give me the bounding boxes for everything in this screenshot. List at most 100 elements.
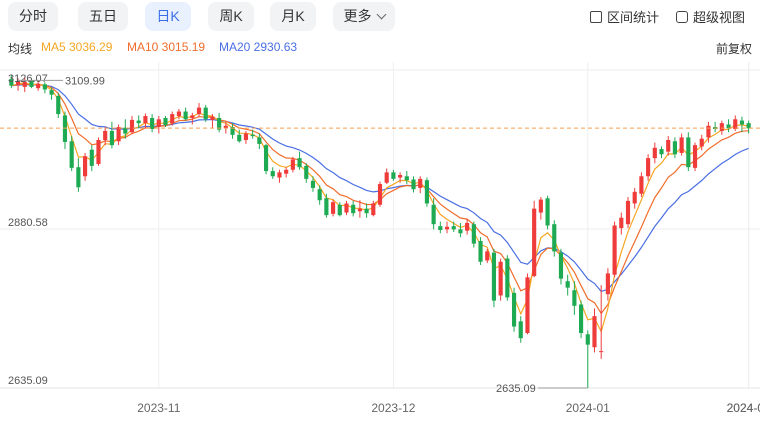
tab-weekly-k[interactable]: 周K xyxy=(208,2,254,31)
candle-body xyxy=(351,204,356,214)
candle-body xyxy=(612,225,617,275)
candle-body xyxy=(719,123,724,131)
candle-body xyxy=(304,165,309,179)
candle-body xyxy=(170,114,175,124)
candle-body xyxy=(156,119,161,128)
candle-body xyxy=(116,127,121,142)
ma10-value: MA10 3015.19 xyxy=(127,40,206,54)
kline-chart: 2023-11 2023-12 2024-01 2024-022024-03 3126.… xyxy=(0,62,760,415)
candle-body xyxy=(646,158,651,177)
candle-body xyxy=(103,130,108,140)
tab-more[interactable]: 更多 xyxy=(333,2,395,31)
candle-body xyxy=(203,107,208,120)
candle-body xyxy=(424,180,429,204)
candle-body xyxy=(83,156,88,177)
candle-body xyxy=(331,202,336,214)
candle-body xyxy=(136,120,141,124)
candle-body xyxy=(143,116,148,124)
ma-legend: 均线 MA5 3036.29 MA10 3015.19 MA20 2930.63… xyxy=(0,40,760,58)
x-tick-label: 2023-11 xyxy=(137,401,180,415)
candle-body xyxy=(364,208,369,214)
candle-body xyxy=(210,116,215,120)
range-stat-button[interactable]: 区间统计 xyxy=(590,7,659,26)
candle-body xyxy=(451,226,456,230)
candle-body xyxy=(458,229,463,234)
tab-monthly-k[interactable]: 月K xyxy=(270,2,316,31)
candle-body xyxy=(391,172,396,179)
candle-body xyxy=(297,158,302,168)
candle-body xyxy=(639,176,644,194)
candle-body xyxy=(592,316,597,348)
super-view-button[interactable]: 超级视图 xyxy=(676,7,745,26)
y-tick-label: 2635.09 xyxy=(8,375,48,387)
candle-body xyxy=(371,203,376,216)
candle-body xyxy=(270,171,275,177)
candle-body xyxy=(310,180,316,188)
super-view-icon xyxy=(676,10,688,23)
x-tick-label: 2024-03 xyxy=(727,401,760,415)
candle-body xyxy=(672,141,677,155)
y-tick-label: 3126.07 xyxy=(8,73,48,85)
super-view-label: 超级视图 xyxy=(693,10,746,25)
candle-body xyxy=(498,261,503,296)
range-stat-label: 区间统计 xyxy=(607,10,660,25)
candle-body xyxy=(465,222,470,231)
candle-body xyxy=(565,281,570,288)
candle-body xyxy=(69,141,74,168)
candle-body xyxy=(632,191,637,204)
candle-body xyxy=(692,145,698,168)
candle-body xyxy=(404,176,409,181)
candle-body xyxy=(652,147,657,159)
candle-body xyxy=(444,226,450,230)
tab-five-day[interactable]: 五日 xyxy=(78,2,128,31)
candle-body xyxy=(196,107,202,115)
candle-body xyxy=(337,204,342,216)
candle-body xyxy=(176,111,181,117)
candle-body xyxy=(277,172,282,178)
candle-body xyxy=(532,208,537,277)
high-annotation: 3109.99 xyxy=(65,75,105,87)
tab-intraday[interactable]: 分时 xyxy=(8,2,58,31)
x-tick-label: 2024-02 xyxy=(727,401,760,415)
candle-body xyxy=(243,133,249,140)
candle-body xyxy=(190,115,195,118)
candle-body xyxy=(123,127,128,134)
candle-body xyxy=(49,90,54,95)
candle-body xyxy=(15,81,21,85)
candle-body xyxy=(485,251,490,261)
candle-body xyxy=(438,226,443,231)
candle-body xyxy=(518,321,523,339)
candle-body xyxy=(250,134,255,137)
candle-body xyxy=(290,159,295,170)
candle-body xyxy=(384,172,389,183)
tab-daily-k[interactable]: 日K xyxy=(145,2,191,31)
low-annotation: 2635.09 xyxy=(496,383,536,395)
period-toolbar: 分时 五日 日K 周K 月K 更多 区间统计 超级视图 xyxy=(0,0,760,34)
candle-body xyxy=(398,174,403,178)
chevron-down-icon xyxy=(376,9,386,20)
candle-body xyxy=(666,139,671,152)
candle-body xyxy=(29,80,34,87)
candle-body xyxy=(284,169,289,174)
tab-more-label: 更多 xyxy=(343,8,372,24)
candle-body xyxy=(324,198,329,216)
candle-body xyxy=(471,224,476,244)
ma-legend-label: 均线 xyxy=(8,42,33,56)
ma5-value: MA5 3036.29 xyxy=(41,40,113,54)
candle-body xyxy=(42,84,47,90)
candle-body xyxy=(150,117,155,129)
candle-body xyxy=(552,224,557,252)
candle-body xyxy=(686,137,691,168)
candle-body xyxy=(56,95,61,115)
candle-body xyxy=(572,290,577,306)
candle-body xyxy=(76,167,81,188)
candle-body xyxy=(411,179,416,190)
ma20-value: MA20 2930.63 xyxy=(219,40,298,54)
candle-body xyxy=(163,117,168,126)
adjust-button[interactable]: 前复权 xyxy=(716,42,753,56)
candle-body xyxy=(344,203,349,213)
candle-body xyxy=(585,334,590,345)
candle-body xyxy=(706,125,711,138)
candle-body xyxy=(605,273,610,295)
candle-body xyxy=(511,292,517,327)
